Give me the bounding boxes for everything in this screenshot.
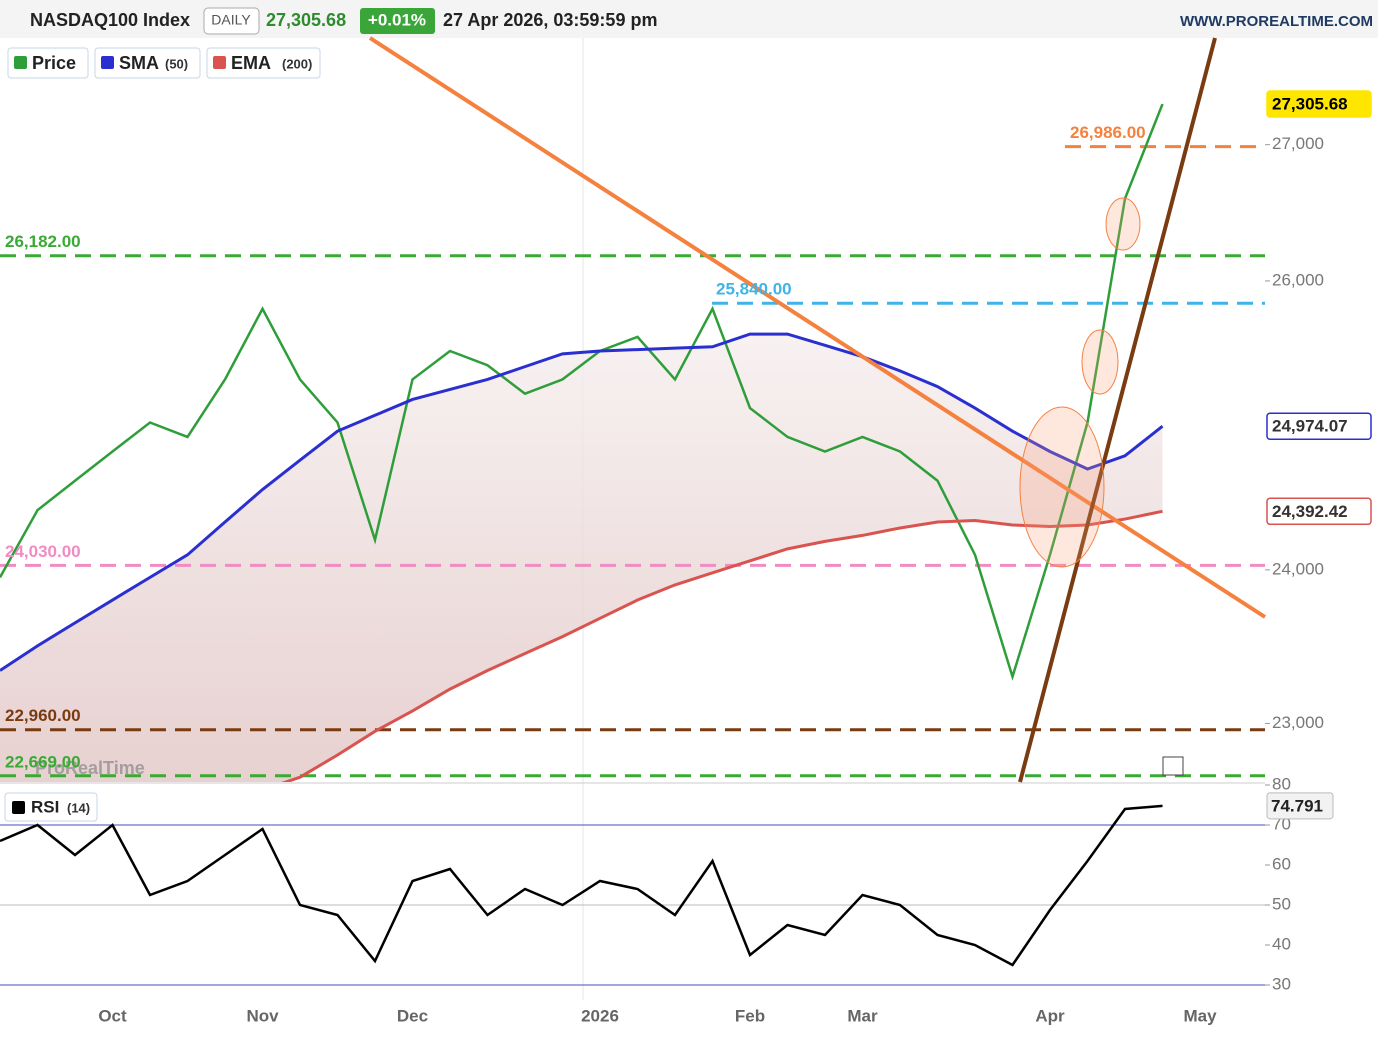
change-box xyxy=(360,8,435,34)
y-tick-label: 27,000 xyxy=(1272,134,1324,153)
interval-box[interactable] xyxy=(203,7,260,35)
level-label: 26,986.00 xyxy=(1070,123,1146,142)
x-tick-label: Feb xyxy=(735,1006,765,1025)
legend-params[interactable]: (200) xyxy=(282,56,312,71)
y-tick-label: 23,000 xyxy=(1272,713,1324,732)
datetime: 27 Apr 2026, 03:59:59 pm xyxy=(443,10,657,30)
x-tick-label: Mar xyxy=(847,1006,878,1025)
last-value-box xyxy=(1266,90,1372,118)
highlight xyxy=(1081,329,1119,395)
highlight xyxy=(1019,406,1105,568)
legend-name[interactable]: RSI xyxy=(31,797,59,816)
interval[interactable]: DAILY xyxy=(211,12,251,28)
level-label: 25,840.00 xyxy=(716,280,792,299)
legend-swatch[interactable] xyxy=(12,801,25,814)
x-tick-label: May xyxy=(1183,1006,1217,1025)
y-tick-label: 60 xyxy=(1272,854,1291,873)
y-tick-label: 24,000 xyxy=(1272,559,1324,578)
legend-swatch[interactable] xyxy=(213,56,226,69)
legend-name[interactable]: SMA xyxy=(119,53,159,73)
legend-button[interactable] xyxy=(7,47,89,79)
series-line xyxy=(0,103,1164,681)
x-tick-label: Nov xyxy=(246,1006,279,1025)
last-value-label: 24,974.07 xyxy=(1272,417,1348,436)
level-label: 24,030.00 xyxy=(5,542,81,561)
y-tick-label: 30 xyxy=(1272,974,1291,993)
last-value-label: 74.791 xyxy=(1271,796,1323,815)
legend-button[interactable] xyxy=(206,47,321,79)
rsi-panel xyxy=(0,804,1265,986)
price-panel xyxy=(0,103,1265,782)
level-label: 26,182.00 xyxy=(5,232,81,251)
highlight xyxy=(1105,197,1141,251)
last-value-box xyxy=(1266,412,1372,440)
legend-params[interactable]: (50) xyxy=(165,56,188,71)
last-value-box xyxy=(1266,792,1334,820)
y-tick-label: 80 xyxy=(1272,774,1291,793)
legend-swatch[interactable] xyxy=(14,56,27,69)
info-icon[interactable] xyxy=(1162,756,1184,776)
legend-swatch[interactable] xyxy=(101,56,114,69)
last-value-label: 24,392.42 xyxy=(1272,502,1348,521)
y-tick-label: 40 xyxy=(1272,934,1291,953)
series-line xyxy=(281,509,1163,782)
x-tick-label: 2026 xyxy=(581,1006,619,1025)
trend-line xyxy=(1018,37,1217,783)
trend-line xyxy=(368,36,1267,619)
last-value-box xyxy=(1266,497,1372,526)
y-tick-label: 50 xyxy=(1272,894,1291,913)
level-label: 22,669.00 xyxy=(5,752,81,771)
level-label: 22,960.00 xyxy=(5,706,81,725)
x-tick-label: Apr xyxy=(1035,1006,1065,1025)
legend-button[interactable] xyxy=(94,47,201,79)
source: WWW.PROREALTIME.COM xyxy=(1180,13,1373,30)
last-value-label: 27,305.68 xyxy=(1272,95,1348,114)
legend-params[interactable]: (14) xyxy=(67,800,90,815)
sma-ema-band xyxy=(0,334,1163,782)
legend-name[interactable]: Price xyxy=(32,53,76,73)
rsi-line xyxy=(0,804,1163,967)
watermark: ProRealTime xyxy=(35,758,145,778)
rsi-legend[interactable] xyxy=(4,792,98,822)
y-tick-label: 26,000 xyxy=(1272,270,1324,289)
x-tick-label: Oct xyxy=(98,1006,127,1025)
x-tick-label: Dec xyxy=(397,1006,428,1025)
title: NASDAQ100 Index xyxy=(30,10,190,30)
legend-name[interactable]: EMA xyxy=(231,53,271,73)
price: 27,305.68 xyxy=(266,10,346,30)
series-line xyxy=(0,332,1164,672)
change: +0.01% xyxy=(368,10,426,29)
